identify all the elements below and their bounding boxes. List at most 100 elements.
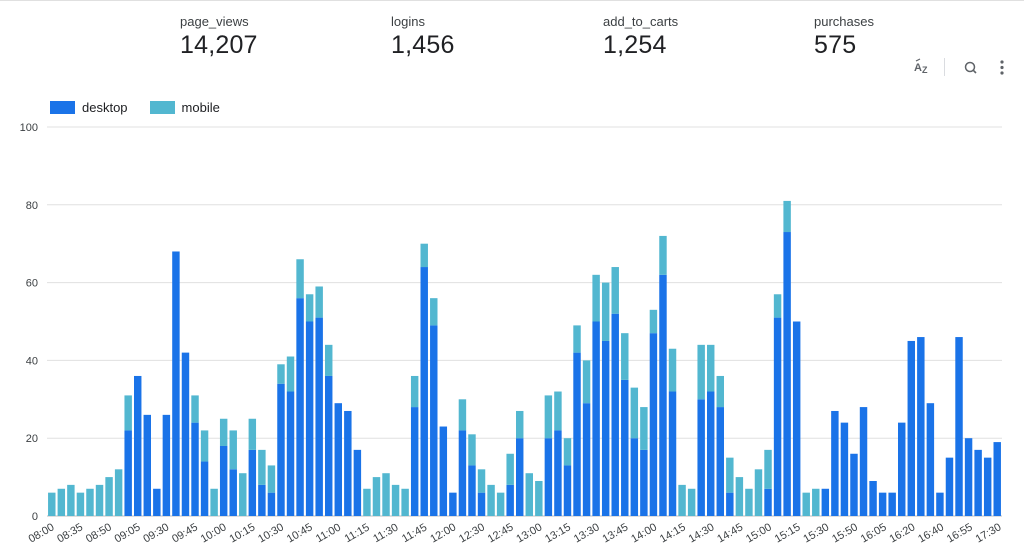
x-tick-label: 10:30: [256, 521, 286, 545]
bar-desktop: [659, 274, 667, 516]
x-tick-label: 11:45: [400, 522, 429, 546]
bar-mobile: [659, 235, 667, 275]
x-tick-label: 16:05: [859, 521, 889, 545]
bar-desktop: [305, 321, 314, 516]
bar-desktop: [707, 391, 715, 516]
x-tick-label: 16:55: [945, 521, 975, 545]
bar-desktop: [430, 325, 438, 516]
bar-mobile: [267, 465, 276, 493]
bar-desktop: [926, 403, 935, 516]
metric-value: 1,456: [391, 31, 455, 59]
toolbar-separator: [944, 58, 945, 76]
bar-mobile: [764, 449, 772, 489]
bar-mobile: [754, 469, 763, 516]
bar-mobile: [697, 344, 705, 400]
bar-mobile: [601, 282, 610, 341]
x-tick-label: 10:45: [285, 521, 315, 545]
bar-desktop: [506, 484, 514, 516]
bar-mobile: [735, 477, 744, 516]
bar-mobile: [114, 469, 123, 516]
metric-page-views: page_views 14,207: [180, 14, 258, 60]
bar-desktop: [649, 333, 658, 516]
sort-az-icon[interactable]: A Z: [913, 58, 931, 79]
bar-mobile: [563, 438, 572, 466]
bar-mobile: [86, 488, 94, 516]
bar-mobile: [277, 364, 285, 384]
bar-desktop: [172, 251, 180, 517]
x-tick-label: 11:30: [371, 522, 400, 546]
metric-value: 14,207: [180, 31, 258, 59]
bar-desktop: [325, 375, 333, 516]
bar-mobile: [296, 259, 304, 299]
legend-desktop[interactable]: desktop: [50, 100, 128, 115]
x-tick-label: 12:45: [486, 521, 516, 545]
bar-mobile: [239, 473, 247, 516]
x-tick-label: 15:15: [773, 521, 803, 545]
bar-mobile: [458, 399, 467, 431]
bar-desktop: [544, 438, 553, 516]
bar-desktop: [764, 488, 772, 516]
bar-mobile: [219, 418, 228, 446]
bar-mobile: [573, 325, 581, 353]
bar-desktop: [582, 403, 591, 516]
metric-label: logins: [391, 14, 425, 29]
bar-mobile: [210, 488, 218, 516]
bar-mobile: [544, 395, 553, 439]
bar-desktop: [592, 321, 600, 516]
metric-label: purchases: [814, 14, 874, 29]
bar-mobile: [258, 449, 266, 485]
bar-desktop: [936, 492, 944, 516]
bar-desktop: [334, 403, 342, 516]
bar-desktop: [124, 430, 132, 516]
bar-desktop: [353, 449, 362, 516]
svg-text:A: A: [914, 62, 922, 74]
x-tick-label: 08:00: [27, 521, 57, 545]
bar-mobile: [229, 430, 237, 470]
svg-text:Z: Z: [922, 65, 928, 75]
bar-desktop: [286, 391, 295, 516]
metric-label: add_to_carts: [603, 14, 679, 29]
x-tick-label: 10:15: [227, 521, 257, 545]
top-divider: [0, 0, 1024, 1]
bar-mobile: [496, 492, 505, 516]
bar-mobile: [124, 395, 132, 431]
legend-mobile[interactable]: mobile: [149, 100, 220, 115]
x-tick-label: 09:30: [141, 521, 171, 545]
bar-desktop: [983, 457, 992, 516]
bar-mobile: [640, 407, 648, 450]
bar-desktop: [955, 337, 963, 516]
bar-desktop: [783, 232, 791, 516]
bar-desktop: [878, 492, 887, 516]
more-vert-icon[interactable]: [998, 58, 1006, 79]
bar-desktop: [907, 340, 915, 516]
x-tick-label: 09:45: [170, 521, 200, 545]
bar-mobile: [649, 309, 658, 334]
bar-desktop: [458, 430, 467, 516]
x-tick-label: 13:45: [601, 521, 631, 545]
x-tick-label: 12:00: [428, 521, 458, 545]
bar-mobile: [325, 344, 333, 376]
zoom-icon[interactable]: [963, 58, 979, 79]
bar-mobile: [382, 473, 390, 516]
bar-mobile: [248, 418, 257, 450]
x-tick-label: 13:30: [572, 521, 602, 545]
x-tick-label: 14:30: [687, 521, 717, 545]
bar-mobile: [592, 274, 600, 322]
bar-mobile: [773, 294, 782, 318]
bar-desktop: [888, 492, 896, 516]
bar-mobile: [67, 484, 75, 516]
bar-mobile: [372, 477, 381, 516]
chart-legend: desktop mobile: [50, 100, 220, 115]
bar-mobile: [363, 488, 371, 516]
bar-desktop: [296, 298, 304, 516]
bar-desktop: [153, 488, 161, 516]
bar-mobile: [57, 488, 66, 516]
y-tick-label: 20: [26, 433, 38, 445]
bar-mobile: [420, 243, 428, 268]
bar-desktop: [191, 422, 199, 516]
bar-mobile: [745, 488, 753, 516]
bar-mobile: [525, 473, 533, 516]
bar-desktop: [449, 492, 457, 516]
bar-desktop: [917, 337, 925, 516]
